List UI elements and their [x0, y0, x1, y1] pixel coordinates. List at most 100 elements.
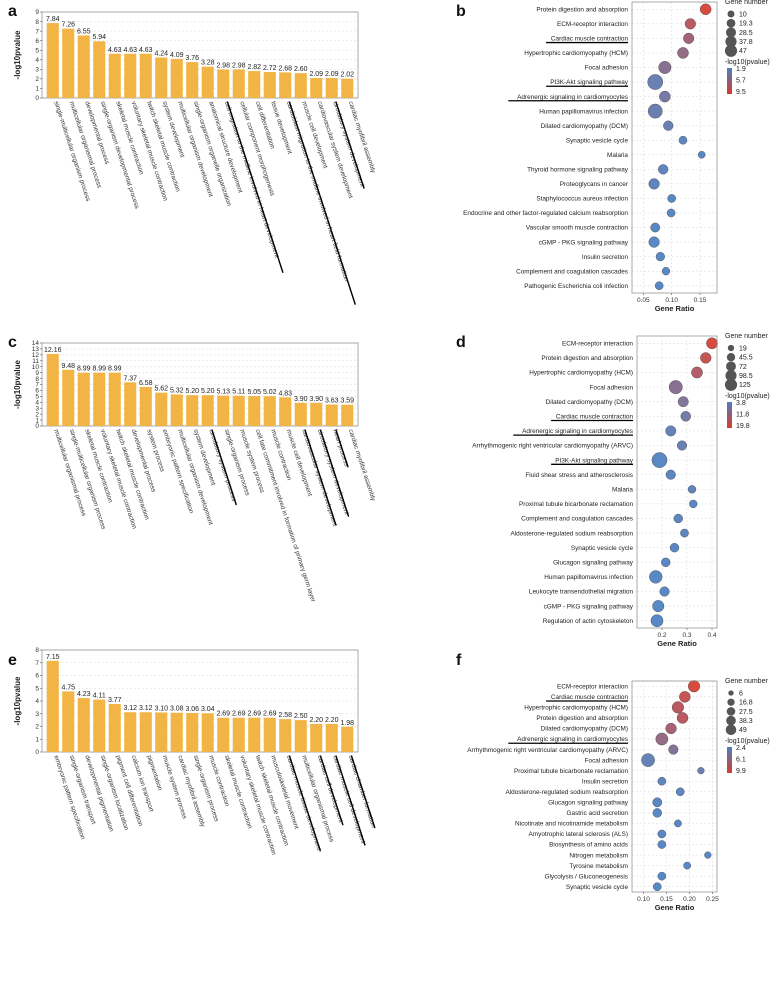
- bar-value-label: 3.12: [123, 705, 137, 712]
- bar-value-label: 2.68: [278, 65, 292, 72]
- bar-value-label: 2.02: [340, 72, 354, 79]
- bar: [310, 78, 323, 98]
- pathway-label: ECM-receptor interaction: [562, 341, 633, 348]
- color-legend-label: 9.5: [736, 89, 746, 96]
- data-point: [680, 411, 691, 422]
- pathway-label: Complement and coagulation cascades: [516, 268, 628, 275]
- bar: [124, 53, 137, 98]
- bar-value-label: 2.69: [232, 711, 246, 718]
- size-legend-dot: [724, 44, 738, 57]
- y-tick-label: 5: [35, 394, 39, 401]
- x-tick-label: 0.20: [683, 896, 696, 903]
- plot-frame: [41, 342, 359, 427]
- pathway-label: Glucagon signaling pathway: [553, 560, 634, 567]
- underline-mark: [211, 429, 238, 506]
- pathway-label: cGMP - PKG signaling pathway: [539, 239, 629, 246]
- data-point: [654, 281, 664, 291]
- size-legend-title: Gene number: [725, 678, 768, 685]
- y-tick-label: 6: [35, 38, 39, 45]
- bar: [155, 392, 168, 426]
- color-legend-title: -log10(pvalue): [725, 393, 770, 400]
- bar-value-label: 4.75: [61, 684, 75, 691]
- bar: [62, 28, 75, 99]
- data-point: [641, 753, 655, 767]
- pathway-label: Proximal tubule bicarbonate reclamation: [519, 501, 633, 508]
- plot-frame: [631, 680, 718, 893]
- data-point: [650, 614, 664, 627]
- bar: [77, 698, 90, 752]
- bar-value-label: 5.20: [201, 388, 215, 395]
- y-tick-label: 0: [35, 423, 39, 430]
- data-point: [665, 469, 676, 480]
- pathway-label: Amyotrophic lateral sclerosis (ALS): [529, 831, 628, 838]
- pathway-label: Adrenergic signaling in cardiomyocytes: [517, 94, 628, 101]
- size-legend-dot: [727, 344, 735, 352]
- bar: [248, 717, 261, 752]
- pathway-label: Staphylococcus aureus infection: [536, 196, 628, 203]
- bar-value-label: 2.69: [247, 711, 261, 718]
- plot-frame: [41, 11, 359, 99]
- data-point: [697, 151, 706, 159]
- color-legend-label: 9.9: [736, 768, 746, 775]
- bar: [279, 72, 292, 98]
- pathway-label: Dilated cardiomyopathy (DCM): [546, 399, 633, 406]
- x-tick-label: 0.15: [660, 896, 673, 903]
- pathway-label: Nicotinate and nicotinamide metabolism: [515, 821, 628, 828]
- size-legend-label: 38.3: [739, 718, 753, 725]
- bar: [279, 397, 292, 426]
- data-point: [666, 208, 676, 218]
- pathway-label: Dilated cardiomyopathy (DCM): [541, 726, 628, 733]
- data-point: [659, 586, 670, 597]
- data-point: [661, 557, 671, 567]
- panel-letter: e: [8, 652, 17, 669]
- y-tick-label: 0: [35, 95, 39, 102]
- size-legend-label: 27.5: [739, 709, 753, 716]
- category-label: pigmentation: [145, 754, 163, 791]
- bar: [325, 723, 338, 752]
- bar: [263, 396, 276, 426]
- color-legend-label: 19.8: [736, 423, 750, 430]
- underline-mark: [319, 429, 350, 517]
- panel-letter: c: [8, 334, 17, 351]
- data-point: [668, 744, 679, 755]
- bar-value-label: 5.20: [185, 388, 199, 395]
- y-tick-label: 5: [35, 685, 39, 692]
- data-point: [649, 570, 663, 584]
- y-tick-label: 2: [35, 724, 39, 731]
- pathway-label: Complement and coagulation cascades: [521, 516, 633, 523]
- y-tick-label: 3: [35, 711, 39, 718]
- bar-value-label: 3.77: [108, 697, 122, 704]
- y-tick-label: 2: [35, 411, 39, 418]
- bar-value-label: 2.69: [263, 711, 277, 718]
- data-point: [658, 164, 669, 175]
- size-legend-dot: [726, 353, 736, 362]
- bar-value-label: 2.20: [325, 717, 339, 724]
- y-tick-label: 14: [32, 340, 40, 347]
- pathway-label: Endocrine and other factor-regulated cal…: [463, 210, 628, 217]
- pathway-label: Cardiac muscle contraction: [551, 694, 629, 701]
- data-point: [648, 178, 660, 190]
- bar-value-label: 2.98: [216, 63, 230, 70]
- size-legend-dot: [724, 378, 738, 391]
- x-tick-label: 0.4: [707, 632, 716, 639]
- size-legend-label: 28.5: [739, 30, 753, 37]
- x-axis-label: Gene Ratio: [655, 903, 695, 912]
- bar-value-label: 4.23: [77, 691, 91, 698]
- underline-mark: [304, 429, 337, 526]
- bar-value-label: 2.09: [309, 71, 323, 78]
- data-point: [669, 543, 680, 553]
- y-tick-label: 5: [35, 47, 39, 54]
- bar: [186, 62, 199, 98]
- data-point: [699, 3, 712, 15]
- size-legend-label: 10: [739, 11, 747, 18]
- bar: [201, 395, 214, 426]
- y-tick-label: 4: [35, 698, 39, 705]
- color-legend-title: -log10(pvalue): [725, 738, 770, 745]
- size-legend-title: Gene number: [725, 0, 768, 6]
- pathway-label: Synaptic vesicle cycle: [566, 884, 629, 891]
- size-legend-label: 72: [739, 364, 747, 371]
- size-legend-label: 19: [739, 345, 747, 352]
- underline-mark: [335, 101, 365, 189]
- size-legend-label: 37.8: [739, 39, 753, 46]
- y-tick-label: 8: [35, 376, 39, 383]
